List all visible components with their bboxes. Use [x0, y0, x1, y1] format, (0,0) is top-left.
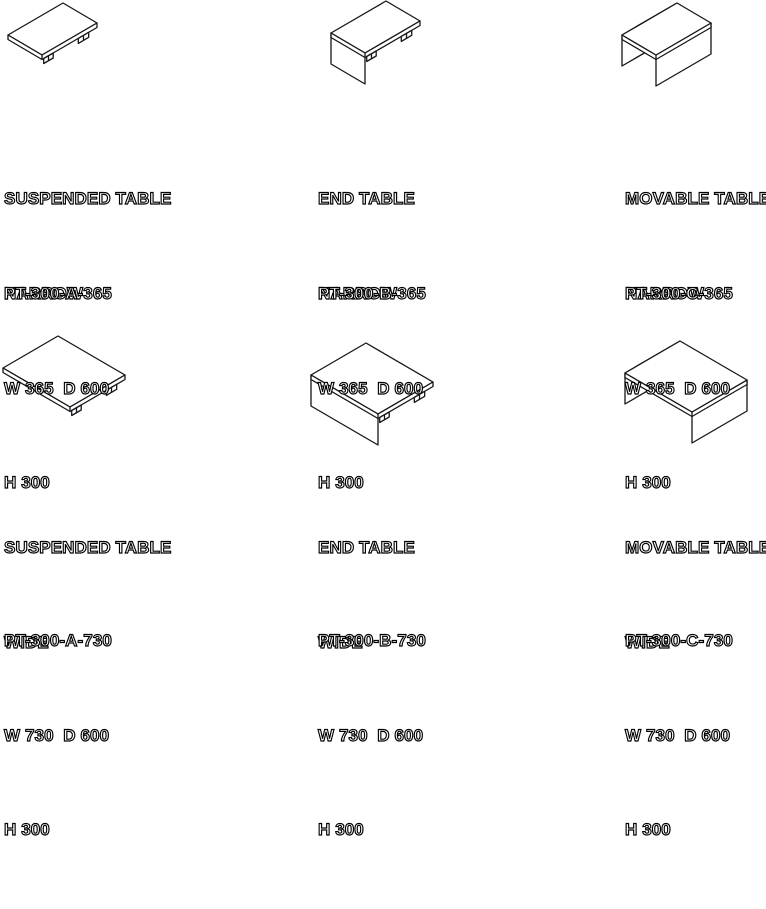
product-name: MOVABLE TABLE: [624, 188, 766, 208]
product-name: SUSPENDED TABLE: [3, 537, 172, 557]
product-title: END TABLE WIDE: [317, 469, 415, 721]
product-height: H 300: [3, 819, 50, 839]
catalog-grid: SUSPENDED TABLE NARROW PT-300-A-365 W 36…: [2, 0, 766, 840]
product-code: PT-300-C-365: [624, 283, 733, 303]
movable-table-narrow-drawing: [621, 2, 712, 87]
product-spec-sheet: { "page": { "background_color": "#ffffff…: [2, 0, 766, 840]
product-title: MOVABLE TABLE WIDE: [624, 469, 766, 721]
product-size-variant: WIDE: [3, 632, 49, 652]
end-table-wide-drawing: [310, 342, 434, 446]
product-dimensions: W 365 D 600: [3, 378, 110, 398]
product-size-variant: NARROW: [317, 283, 397, 303]
suspended-table-narrow-drawing: [7, 2, 98, 65]
product-title: END TABLE NARROW: [317, 120, 415, 372]
product-name: SUSPENDED TABLE: [3, 188, 172, 208]
end-table-narrow-drawing: [330, 0, 421, 85]
product-specs: PT-300-B-365 W 365 D 600 H 300: [317, 215, 426, 562]
product-height: H 300: [317, 472, 364, 492]
product-specs: PT-300-C-730 W 730 D 600 H 300: [624, 562, 733, 909]
product-size-variant: NARROW: [624, 283, 704, 303]
movable-table-wide-drawing: [624, 340, 748, 444]
product-dimensions: W 365 D 600: [624, 378, 731, 398]
product-dimensions: W 730 D 600: [317, 725, 424, 745]
product-name: MOVABLE TABLE: [624, 537, 766, 557]
product-specs: PT-300-C-365 W 365 D 600 H 300: [624, 215, 733, 562]
product-title: SUSPENDED TABLE NARROW: [3, 120, 172, 372]
product-code: PT-300-A-365: [3, 283, 112, 303]
product-size-variant: NARROW: [3, 283, 83, 303]
tabletop-face: [621, 2, 712, 56]
product-title: MOVABLE TABLE NARROW: [624, 120, 766, 372]
product-title: SUSPENDED TABLE WIDE: [3, 469, 172, 721]
product-specs: PT-300-A-365 W 365 D 600 H 300: [3, 215, 112, 562]
product-code: PT-300-A-730: [3, 630, 112, 650]
product-dimensions: W 730 D 600: [3, 725, 110, 745]
product-height: H 300: [624, 819, 671, 839]
product-name: END TABLE: [317, 537, 415, 557]
product-size-variant: WIDE: [624, 632, 670, 652]
product-height: H 300: [624, 472, 671, 492]
product-code: PT-300-C-730: [624, 630, 733, 650]
product-code: PT-300-B-730: [317, 630, 426, 650]
tabletop-face: [624, 340, 748, 413]
product-dimensions: W 365 D 600: [317, 378, 424, 398]
product-size-variant: WIDE: [317, 632, 363, 652]
product-code: PT-300-B-365: [317, 283, 426, 303]
product-name: END TABLE: [317, 188, 415, 208]
product-dimensions: W 730 D 600: [624, 725, 731, 745]
suspended-table-wide-drawing: [2, 335, 126, 417]
product-specs: PT-300-A-730 W 730 D 600 H 300: [3, 562, 112, 909]
product-height: H 300: [317, 819, 364, 839]
product-height: H 300: [3, 472, 50, 492]
product-specs: PT-300-B-730 W 730 D 600 H 300: [317, 562, 426, 909]
